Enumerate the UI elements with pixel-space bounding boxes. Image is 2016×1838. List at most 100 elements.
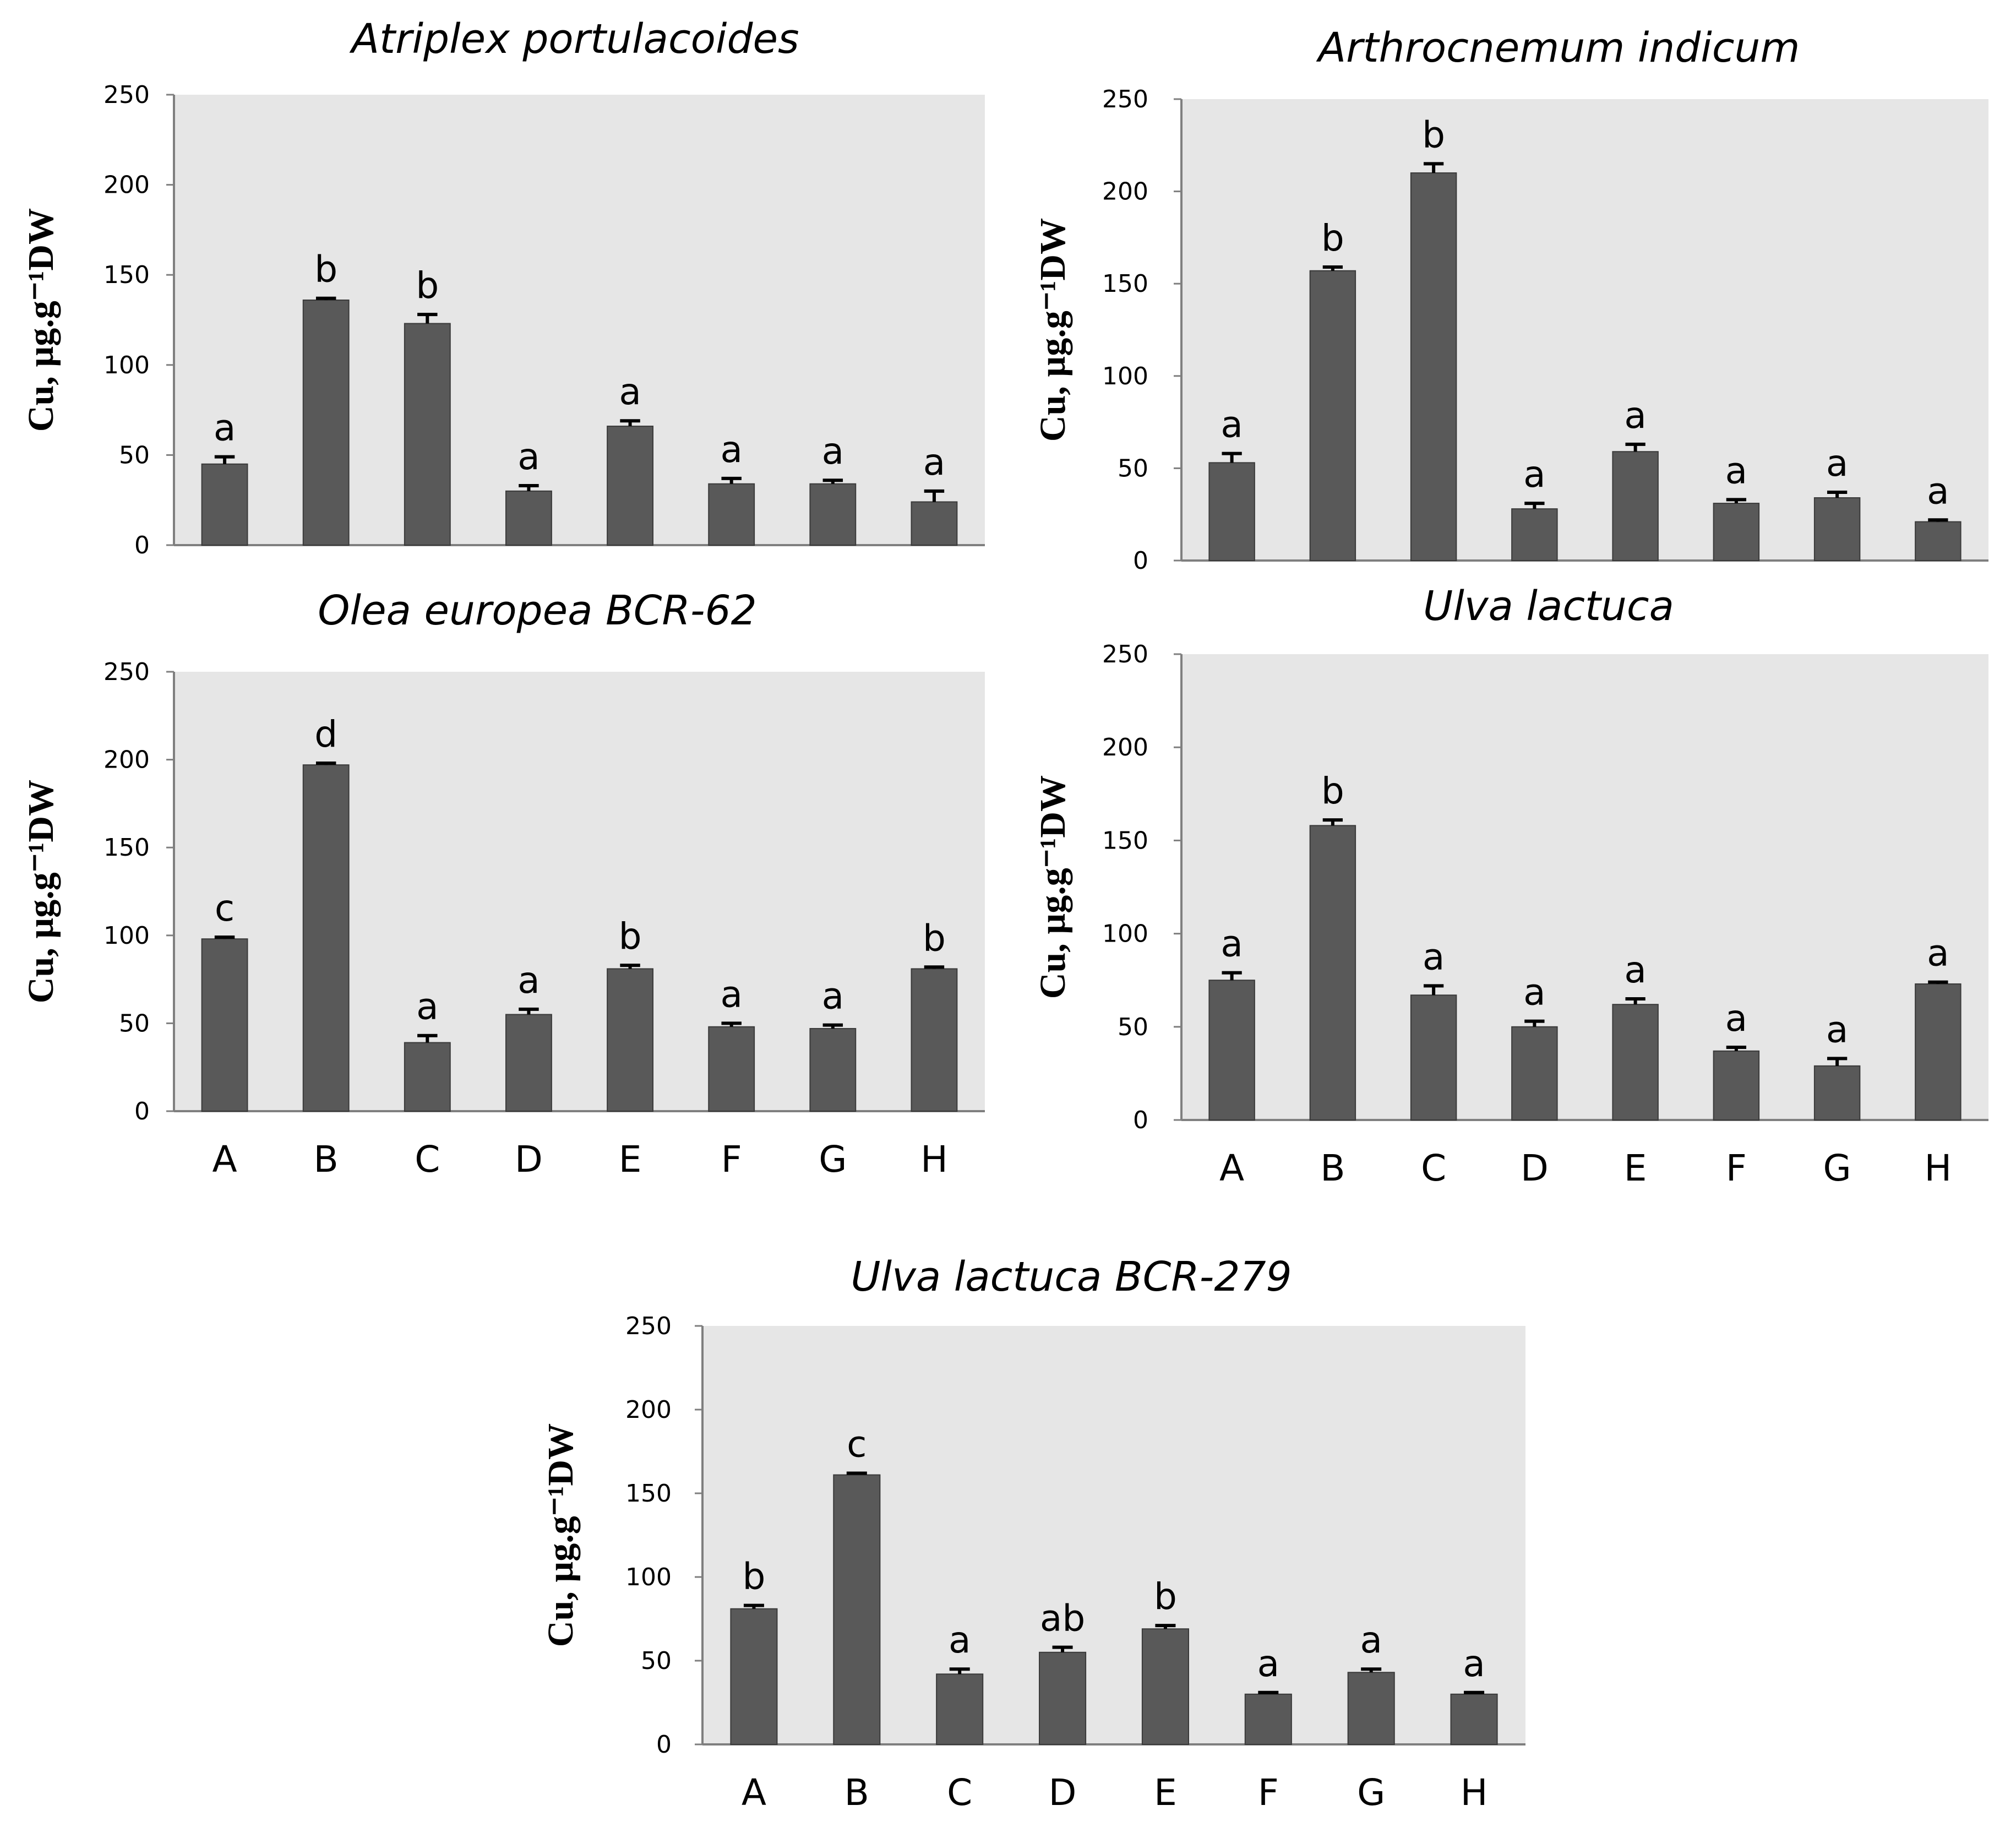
significance-letter: a: [517, 959, 540, 1002]
x-tick-label: B: [314, 1138, 339, 1181]
chart-title: Arthrocnemum indicum: [1316, 24, 1800, 72]
bar-g: [1813, 1065, 1861, 1121]
plot-area: [174, 95, 985, 545]
y-tick-label: 0: [134, 1097, 150, 1125]
y-tick-label: 200: [1102, 178, 1148, 206]
bar-h: [1915, 983, 1961, 1121]
x-tick-label: G: [1357, 1771, 1385, 1814]
significance-letter: a: [1624, 949, 1646, 991]
bar-h: [911, 968, 958, 1112]
significance-letter: a: [1826, 1008, 1848, 1051]
error-bar: [1052, 1645, 1073, 1652]
significance-letter: b: [1154, 1575, 1177, 1618]
error-bar: [417, 313, 438, 324]
x-tick-label: B: [844, 1771, 869, 1814]
y-tick-label: 150: [1102, 270, 1148, 298]
significance-letter: b: [923, 917, 946, 959]
significance-letter: a: [619, 371, 641, 413]
significance-letter: a: [214, 407, 236, 449]
error-bar: [1928, 518, 1948, 522]
error-bar: [1726, 498, 1747, 504]
x-tick-label: H: [920, 1138, 948, 1181]
chart-arthrocnemum-indicum: 0 50 100 150 200 250 Arthrocnemum indicum Cu, µ…: [1033, 24, 1988, 575]
error-bar: [417, 1034, 438, 1043]
error-bar: [1827, 1057, 1848, 1066]
error-bar: [1625, 997, 1646, 1005]
bar-g: [809, 483, 857, 546]
x-tick-label: D: [1521, 1147, 1549, 1189]
y-tick-label: 0: [656, 1731, 672, 1759]
significance-letter: a: [416, 986, 438, 1028]
plot-area: [702, 1326, 1525, 1744]
significance-letter: c: [847, 1423, 867, 1466]
y-tick-label: 100: [625, 1563, 672, 1591]
bar-h: [1450, 1693, 1498, 1745]
error-bar: [949, 1667, 970, 1674]
significance-letter: a: [1463, 1643, 1485, 1685]
bar-b: [1309, 825, 1356, 1121]
y-tick-label: 100: [1102, 920, 1148, 948]
y-tick-label: 100: [1102, 362, 1148, 390]
y-tick-label: 0: [1133, 1106, 1148, 1134]
error-bar: [1827, 490, 1848, 498]
y-tick-label: 200: [1102, 733, 1148, 762]
x-tick-label: F: [1258, 1771, 1279, 1814]
bar-d: [1039, 1651, 1087, 1745]
bar-c: [1410, 172, 1457, 561]
significance-letter: a: [1221, 404, 1243, 446]
significance-letter: a: [1360, 1619, 1382, 1661]
x-tick-label: F: [721, 1138, 742, 1181]
plot-area: [174, 672, 985, 1111]
bar-h: [1915, 521, 1961, 561]
significance-letter: a: [1257, 1643, 1279, 1685]
y-tick-label: 150: [1102, 826, 1148, 855]
significance-letter: a: [1826, 442, 1848, 485]
significance-letter: a: [1927, 932, 1949, 975]
x-tick-label: F: [1726, 1147, 1747, 1189]
bar-e: [1612, 1004, 1659, 1121]
bar-e: [607, 426, 653, 546]
significance-letter: a: [949, 1619, 971, 1661]
error-bar: [822, 478, 843, 484]
error-bar: [1361, 1667, 1382, 1673]
chart-ulva-lactuca-bcr-279: 0 50 100 150 200 250 Ulva lactuca BCR-279 Cu, µ…: [541, 1253, 1525, 1814]
error-bar: [822, 1023, 843, 1029]
error-bar: [214, 455, 235, 464]
significance-letter: a: [720, 973, 742, 1015]
bar-d: [505, 490, 552, 546]
significance-letter: a: [1927, 470, 1949, 512]
error-bar: [924, 489, 945, 502]
significance-letter: b: [1321, 217, 1344, 259]
significance-letter: a: [1624, 394, 1646, 437]
error-bar: [1423, 984, 1444, 996]
y-axis-label: Cu, µg.g⁻¹DW: [21, 208, 61, 432]
x-tick-label: C: [947, 1771, 972, 1814]
significance-letter: b: [619, 915, 642, 958]
error-bar: [315, 761, 336, 765]
error-bar: [1524, 502, 1545, 509]
y-axis-label: Cu, µg.g⁻¹DW: [21, 780, 61, 1003]
x-tick-label: C: [415, 1138, 440, 1181]
significance-letter: a: [1523, 453, 1545, 496]
bar-d: [1511, 1026, 1558, 1121]
error-bar: [214, 935, 235, 939]
y-tick-label: 200: [103, 171, 150, 199]
y-tick-label: 0: [1133, 547, 1148, 575]
error-bar: [1155, 1624, 1176, 1629]
bar-b: [833, 1474, 881, 1745]
x-tick-label: D: [515, 1138, 543, 1181]
x-tick-label: B: [1320, 1147, 1345, 1189]
error-bar: [1464, 1690, 1485, 1694]
error-bar: [315, 296, 336, 301]
chart-olea-europea-bcr-62: 0 50 100 150 200 250 Olea europea BCR-62 Cu, µg…: [21, 587, 985, 1181]
error-bar: [1222, 452, 1242, 463]
bar-f: [1713, 1050, 1760, 1121]
y-axis-label: Cu, µg.g⁻¹DW: [541, 1423, 581, 1647]
chart-title: Ulva lactuca: [1423, 583, 1674, 630]
bar-c: [936, 1673, 984, 1745]
y-tick-label: 150: [625, 1480, 672, 1508]
x-tick-label: A: [1219, 1147, 1244, 1189]
y-axis-label: Cu, µg.g⁻¹DW: [1033, 218, 1073, 442]
bar-a: [1208, 980, 1255, 1121]
error-bar: [519, 484, 539, 491]
